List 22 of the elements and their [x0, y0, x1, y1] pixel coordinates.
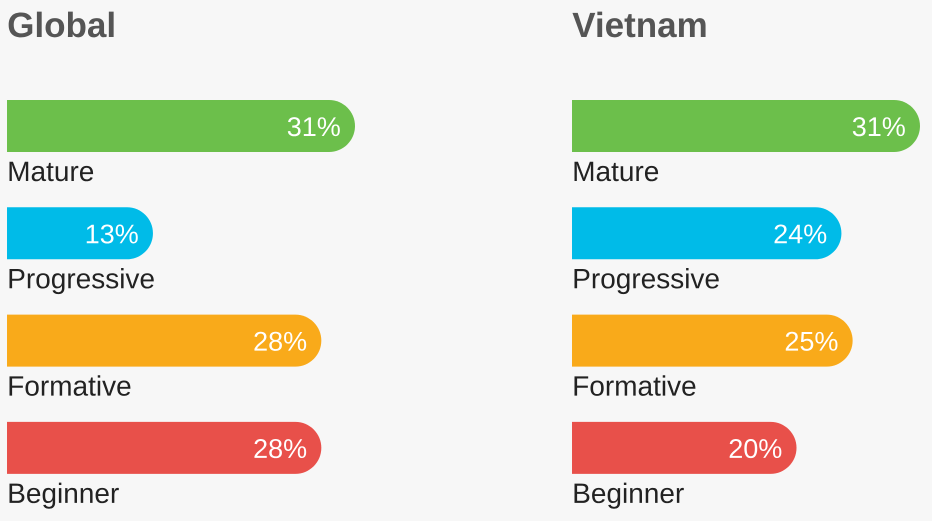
y-tick-label: Progressive: [10, 268, 154, 294]
y-tick-label: Mature: [574, 162, 658, 182]
y-tick-label: Beginner: [574, 482, 684, 509]
data-label: 13%: [86, 224, 138, 244]
bar: [572, 422, 797, 474]
data-label: 31%: [288, 117, 340, 136]
data-label: 28%: [254, 332, 306, 351]
y-tick-label: Progressive: [574, 268, 719, 294]
chart-title: Vietnam: [572, 12, 706, 38]
data-label: 24%: [774, 224, 826, 244]
data-label: 31%: [852, 117, 905, 136]
y-tick-label: Beginner: [10, 482, 119, 509]
y-tick-label: Mature: [10, 162, 94, 182]
y-tick-label: Formative: [574, 375, 696, 396]
bar: [572, 100, 920, 152]
data-label: 25%: [786, 332, 838, 351]
bar: [572, 207, 842, 260]
bar: [572, 314, 853, 367]
chart-title: Global: [8, 12, 114, 38]
y-tick-label: Formative: [10, 375, 130, 396]
data-label: 28%: [254, 439, 306, 458]
data-label: 20%: [730, 439, 782, 458]
